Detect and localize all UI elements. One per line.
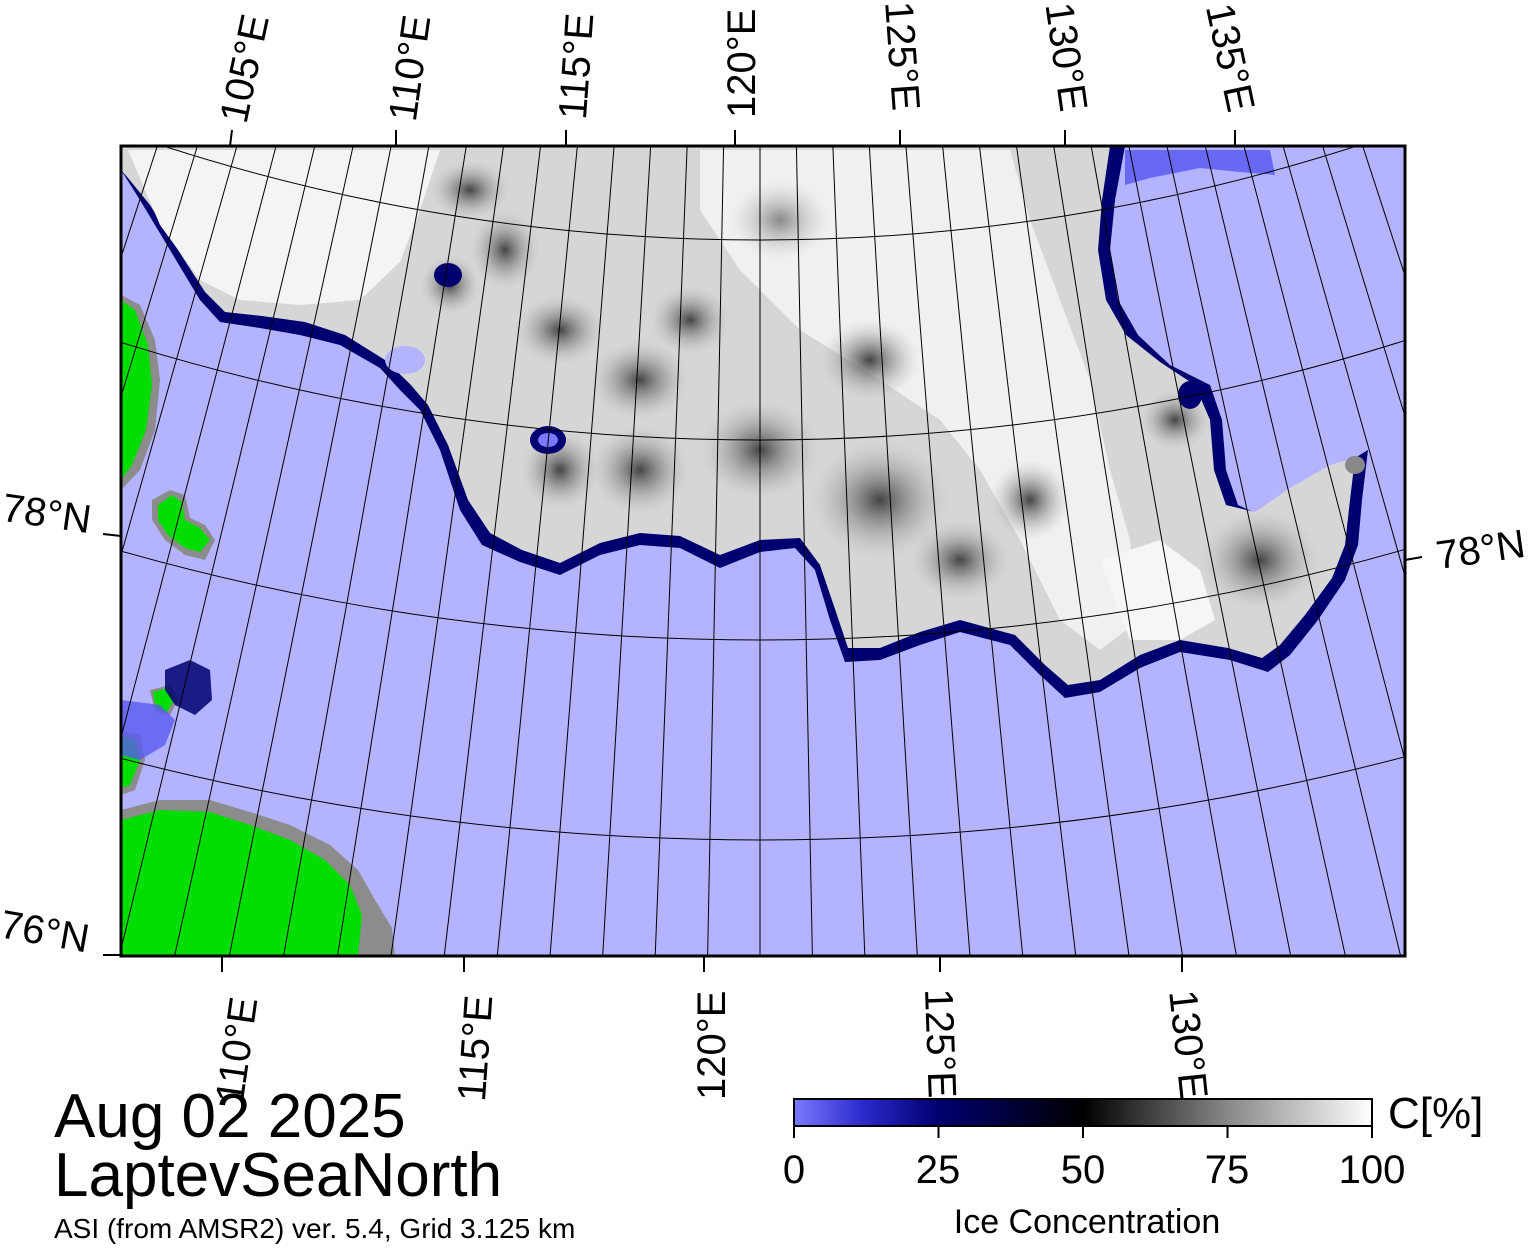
land-taymyr bbox=[121, 810, 362, 956]
meridian-line bbox=[1015, 146, 1130, 956]
colorbar-tick-label: 75 bbox=[1204, 1148, 1250, 1192]
meridian-line bbox=[0, 0, 138, 906]
colorbar-tick-label: 50 bbox=[1060, 1148, 1106, 1192]
compact-ice bbox=[128, 150, 440, 305]
meridian-line bbox=[496, 146, 578, 956]
meridian-line bbox=[121, 146, 238, 558]
ice-band bbox=[1125, 150, 1275, 185]
lon-label-top: 125°E bbox=[876, 0, 928, 113]
colorbar-tick-label: 100 bbox=[1338, 1148, 1406, 1192]
meridian-line bbox=[1090, 146, 1237, 956]
land-island bbox=[158, 495, 210, 552]
meridian-line bbox=[121, 146, 316, 952]
meridian-line bbox=[942, 146, 1024, 956]
colorbar-title: Ice Concentration bbox=[953, 1203, 1221, 1241]
lon-label-bottom: 120°E bbox=[690, 990, 734, 1100]
graticule bbox=[0, 0, 1528, 956]
tick-marks bbox=[102, 129, 1423, 972]
meridian-line bbox=[905, 146, 971, 956]
meridian-line bbox=[1413, 0, 1528, 885]
region-name: LaptevSeaNorth bbox=[54, 1141, 503, 1210]
colorbar-tick-label: 0 bbox=[782, 1148, 806, 1192]
data-source: ASI (from AMSR2) ver. 5.4, Grid 3.125 km bbox=[54, 1213, 576, 1244]
ice-edge bbox=[121, 700, 175, 760]
ice-edge bbox=[165, 660, 212, 715]
colorbar-tick-label: 25 bbox=[915, 1148, 961, 1192]
lon-label-bottom: 115°E bbox=[450, 993, 502, 1103]
meridian-line bbox=[0, 0, 107, 885]
meridian-line bbox=[174, 146, 354, 956]
lon-label-top: 115°E bbox=[551, 11, 603, 121]
meridian-line bbox=[1166, 146, 1346, 956]
lon-label-top: 120°E bbox=[720, 8, 764, 118]
meridian-line bbox=[1204, 146, 1402, 956]
meridian-line bbox=[978, 146, 1077, 956]
map-frame bbox=[119, 144, 1407, 958]
lon-label-bottom: 125°E bbox=[916, 987, 964, 1099]
meridian-line bbox=[121, 146, 277, 740]
meridian-line bbox=[0, 0, 45, 841]
meridian-line bbox=[390, 146, 505, 956]
meridian-line bbox=[795, 146, 813, 956]
meridian-line bbox=[0, 0, 76, 863]
meridian-line bbox=[336, 146, 467, 956]
map-date: Aug 02 2025 bbox=[54, 1082, 406, 1151]
meridian-line bbox=[1475, 0, 1528, 841]
meridian-line bbox=[832, 146, 866, 956]
meridian-line bbox=[1053, 146, 1184, 956]
meridian-line bbox=[1282, 146, 1405, 579]
meridian-line bbox=[868, 146, 918, 956]
colorbar-ticks bbox=[793, 1126, 1373, 1138]
meridian-line bbox=[1243, 146, 1405, 763]
meridian-line bbox=[283, 146, 430, 956]
meridian-line bbox=[654, 146, 688, 956]
colorbar-unit: C[%] bbox=[1388, 1089, 1484, 1138]
meridian-line bbox=[549, 146, 615, 956]
meridian-line bbox=[602, 146, 652, 956]
meridian-line bbox=[1444, 0, 1528, 863]
meridian-line bbox=[707, 146, 725, 956]
meridian-line bbox=[443, 146, 542, 956]
colorbar bbox=[793, 1098, 1373, 1127]
lon-label-bottom: 130°E bbox=[1160, 987, 1216, 1102]
